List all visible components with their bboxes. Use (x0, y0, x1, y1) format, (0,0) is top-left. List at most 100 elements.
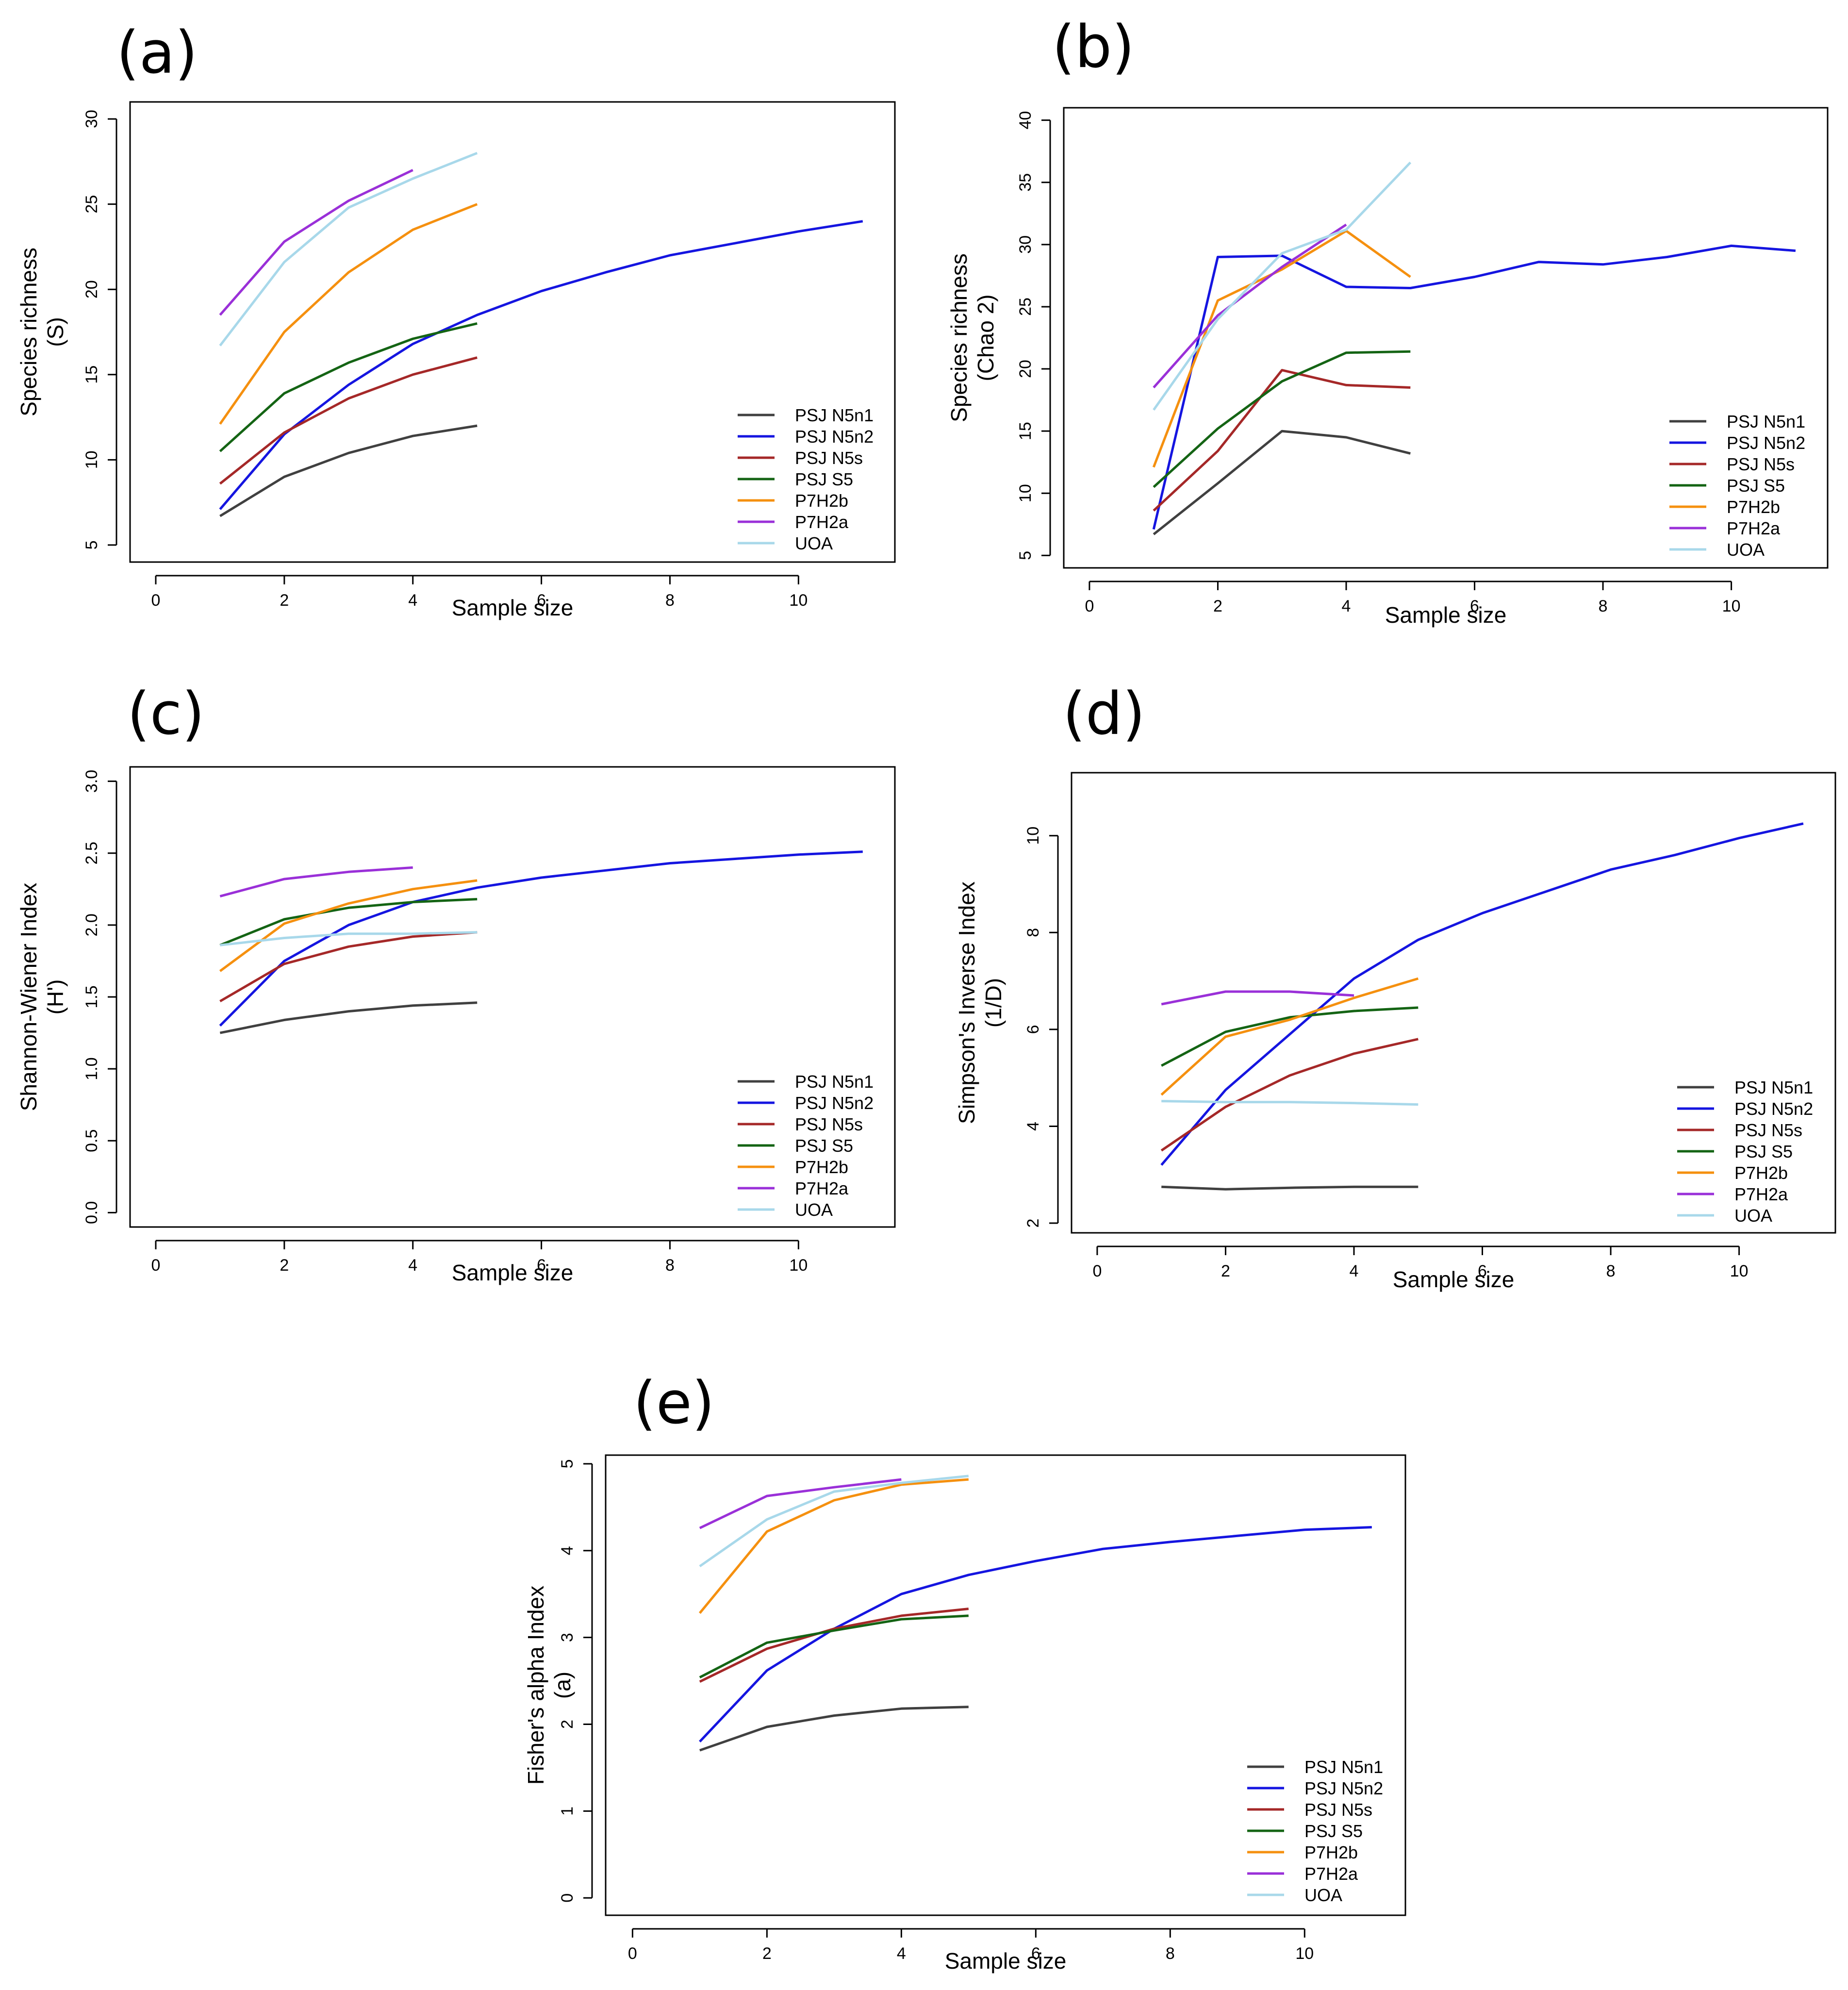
x-tick-label: 2 (280, 1256, 289, 1275)
legend-label: PSJ N5n2 (1734, 1099, 1813, 1119)
legend-label: P7H2b (795, 1157, 848, 1177)
y-tick-label: 20 (1016, 360, 1035, 378)
plot-frame (605, 1454, 1406, 1916)
x-tick-label: 10 (789, 1256, 808, 1275)
series-line (219, 424, 478, 517)
y-axis-title: Simpson's Inverse Index (954, 881, 979, 1124)
legend-label: P7H2b (1727, 497, 1780, 517)
x-tick-label: 6 (1478, 1262, 1487, 1280)
legend-label: P7H2a (795, 1178, 849, 1198)
x-tick-label: 4 (408, 591, 417, 610)
x-tick-label: 8 (1606, 1262, 1616, 1280)
y-axis-title: (a) (550, 1672, 575, 1699)
series-line (1160, 822, 1804, 1166)
y-axis-title: Shannon-Wiener Index (16, 883, 41, 1111)
plot-frame (129, 101, 896, 563)
x-tick-label: 0 (628, 1944, 637, 1963)
y-tick-label: 0.0 (82, 1201, 101, 1224)
y-tick-label: 6 (1024, 1025, 1042, 1034)
y-tick-label: 25 (1016, 298, 1035, 316)
legend-label: P7H2a (1304, 1864, 1358, 1884)
x-tick-label: 2 (1213, 597, 1222, 615)
y-tick-label: 15 (1016, 422, 1035, 440)
legend-label: PSJ N5n1 (795, 1072, 874, 1092)
series-line (219, 322, 478, 452)
legend-label: P7H2a (795, 512, 849, 532)
y-tick-label: 0.5 (82, 1129, 101, 1152)
x-tick-label: 2 (1221, 1262, 1230, 1280)
y-tick-label: 10 (1016, 484, 1035, 502)
series-line (219, 169, 413, 316)
legend-label: PSJ N5s (1304, 1800, 1372, 1820)
x-axis-title: Sample size (1385, 602, 1507, 628)
x-tick-label: 6 (537, 1256, 546, 1275)
panel-letter: (c) (127, 680, 205, 748)
series-line (699, 1478, 902, 1529)
legend-label: UOA (1727, 540, 1765, 560)
y-axis-title: Species richness (16, 248, 41, 416)
panel-letter: (e) (633, 1370, 714, 1437)
y-tick-label: 30 (82, 110, 101, 128)
legend-label: PSJ S5 (795, 1136, 853, 1156)
y-tick-label: 40 (1016, 111, 1035, 130)
y-tick-label: 1.0 (82, 1057, 101, 1080)
legend-label: PSJ S5 (1304, 1821, 1363, 1841)
legend-label: UOA (1304, 1885, 1342, 1905)
series-line (1161, 1185, 1419, 1191)
series-line (699, 1608, 969, 1683)
y-tick-label: 4 (558, 1546, 577, 1555)
panel-a: (a) 0 2 4 6 8 10 5 10 15 20 25 30 Sample size Species … (16, 19, 896, 620)
x-tick-label: 0 (151, 1256, 161, 1275)
x-tick-label: 6 (537, 591, 546, 610)
panel-b: (b) 0 2 4 6 8 10 5 10 15 20 25 30 35 40 Sample size Spec… (946, 14, 1829, 628)
y-tick-label: 0 (558, 1893, 577, 1903)
y-tick-label: 8 (1024, 928, 1042, 937)
legend-label: PSJ N5n1 (1734, 1078, 1813, 1097)
y-tick-label: 35 (1016, 173, 1035, 192)
y-tick-label: 30 (1016, 235, 1035, 254)
x-axis-title: Sample size (1393, 1267, 1515, 1292)
series-line (1153, 223, 1347, 389)
x-tick-label: 6 (1470, 597, 1479, 615)
x-tick-label: 4 (897, 1944, 906, 1963)
y-tick-label: 10 (1024, 827, 1042, 845)
x-tick-label: 10 (789, 591, 808, 610)
series-line (1153, 430, 1411, 535)
legend-label: PSJ N5n2 (795, 1093, 874, 1113)
x-tick-label: 8 (665, 1256, 675, 1275)
y-tick-label: 4 (1024, 1122, 1042, 1131)
legend-label: PSJ N5s (1734, 1120, 1802, 1140)
series-line (219, 850, 863, 1027)
y-tick-label: 3.0 (82, 770, 101, 793)
legend-label: PSJ N5n2 (795, 427, 874, 447)
series-line (699, 1475, 969, 1568)
legend-label: P7H2b (1734, 1163, 1788, 1183)
panel-letter: (d) (1063, 680, 1145, 748)
legend-label: P7H2b (795, 491, 848, 511)
plot-frame (129, 766, 896, 1228)
y-tick-label: 2.0 (82, 913, 101, 936)
legend-label: UOA (1734, 1206, 1772, 1226)
y-axis-title: (H') (43, 979, 68, 1015)
x-tick-label: 8 (1166, 1944, 1175, 1963)
plot-frame (1063, 107, 1829, 569)
series-line (1160, 977, 1419, 1096)
plot-frame (1071, 772, 1836, 1234)
x-tick-label: 4 (1342, 597, 1351, 615)
legend-label: PSJ N5n1 (795, 405, 874, 425)
series-line (699, 1614, 969, 1679)
panel-e: (e) 0 2 4 6 8 10 0 1 2 3 4 5 Sample size Fisher's alph… (523, 1370, 1406, 1973)
legend-label: PSJ S5 (1734, 1142, 1793, 1161)
x-axis-title: Sample size (452, 1260, 574, 1285)
series-line (1161, 990, 1354, 1006)
legend-label: PSJ N5n2 (1727, 433, 1805, 453)
series-line (1160, 1038, 1419, 1152)
series-line (1152, 244, 1796, 530)
y-tick-label: 1 (558, 1807, 577, 1816)
x-tick-label: 2 (762, 1944, 772, 1963)
y-tick-label: 2 (558, 1720, 577, 1729)
series-line (219, 866, 413, 898)
series-line (219, 898, 478, 946)
y-tick-label: 1.5 (82, 985, 101, 1008)
x-tick-label: 4 (1350, 1262, 1359, 1280)
